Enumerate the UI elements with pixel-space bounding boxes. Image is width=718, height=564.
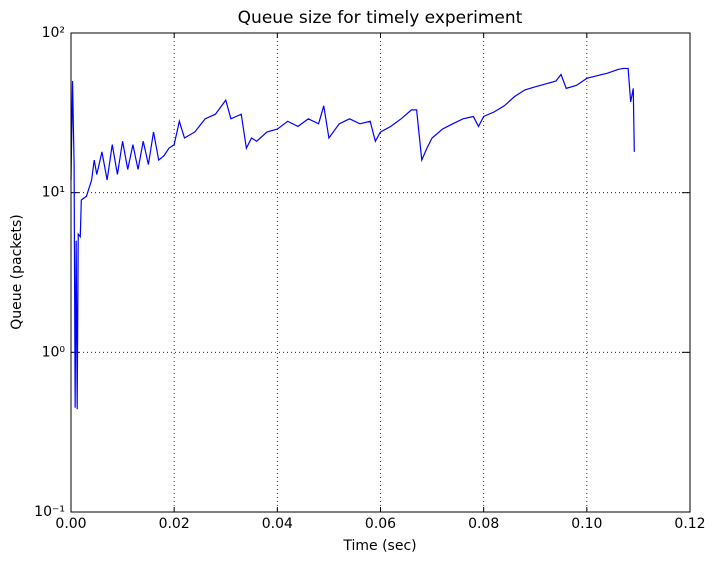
y-tick-label: 10² <box>42 25 65 41</box>
plot-frame <box>70 32 691 513</box>
x-tick-label: 0.10 <box>571 516 602 532</box>
x-tick-label: 0.12 <box>674 516 705 532</box>
x-tick-label: 0.06 <box>365 516 396 532</box>
y-tick-label: 10⁰ <box>42 344 66 360</box>
x-tick-label: 0.02 <box>159 516 190 532</box>
y-tick-label: 10¹ <box>42 185 65 201</box>
data-line <box>70 67 635 410</box>
chart-title: Queue size for timely experiment <box>238 8 523 28</box>
y-axis-label: Queue (packets) <box>9 214 25 330</box>
x-tick-label: 0.00 <box>55 516 86 532</box>
y-tick-label: 10⁻¹ <box>34 504 65 520</box>
x-axis-label: Time (sec) <box>342 538 416 554</box>
x-tick-label: 0.08 <box>468 516 499 532</box>
x-tick-label: 0.04 <box>262 516 293 532</box>
